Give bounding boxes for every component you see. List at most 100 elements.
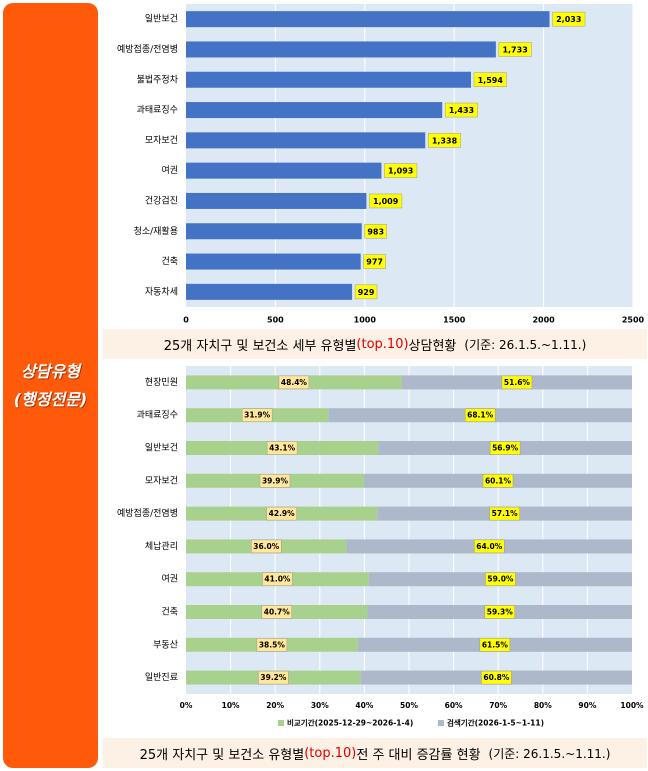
value-label-box	[427, 133, 461, 148]
pct-label-box-curr	[484, 605, 516, 619]
value-label: 977	[366, 258, 383, 267]
pct-label-box-curr	[489, 506, 520, 521]
pct-label-prev: 39.9%	[262, 476, 289, 485]
pct-label-box-prev	[256, 638, 288, 652]
pct-label-box-prev	[258, 670, 289, 685]
value-label: 1,009	[373, 197, 399, 206]
value-label: 2,033	[556, 15, 581, 24]
bottom-chart-caption: 25개 자치구 및 보건소 유형별 (top.10) 전 주 대비 증감률 현황 (…	[103, 738, 647, 768]
category-label-bottom: 일반보건	[145, 443, 178, 454]
category-label-top: 불법주정차	[137, 73, 179, 85]
section-label-line2: (행정전문)	[13, 389, 88, 409]
pct-label-curr: 57.1%	[492, 509, 519, 518]
pct-label-prev: 41.0%	[264, 575, 291, 584]
x-tick-label-bottom: 0%	[180, 701, 193, 710]
value-label: 1,433	[449, 106, 474, 115]
pct-label-box-curr	[482, 474, 514, 488]
pct-label-box-prev	[261, 605, 293, 619]
pct-label-curr: 68.1%	[467, 411, 494, 420]
value-label-box	[498, 42, 532, 57]
value-label-box	[364, 224, 387, 239]
x-tick-label-top: 2500	[622, 316, 645, 325]
top-caption-highlight: (top.10)	[356, 336, 409, 352]
pct-label-prev: 42.9%	[269, 509, 296, 518]
bar	[186, 253, 361, 270]
bar	[186, 71, 472, 88]
bar	[186, 162, 382, 179]
pct-label-box-prev	[266, 441, 298, 455]
value-label-box	[369, 193, 403, 209]
value-label: 1,338	[432, 136, 458, 145]
bar	[186, 11, 550, 28]
value-label: 1,093	[388, 167, 413, 176]
pct-label-box-curr	[481, 670, 512, 685]
pct-label-box-prev	[266, 506, 297, 521]
bottom-caption-basis: (기준: 26.1.5.~1.11.)	[488, 746, 611, 761]
pct-label-box-prev	[278, 375, 310, 390]
pct-label-curr: 59.3%	[487, 608, 514, 617]
x-tick-label-bottom: 10%	[222, 701, 240, 710]
category-label-bottom: 부동산	[153, 639, 178, 650]
pct-label-curr: 60.1%	[485, 476, 512, 485]
category-label-bottom: 현장민원	[145, 377, 178, 388]
x-tick-label-top: 500	[267, 316, 284, 325]
pct-label-curr: 51.6%	[504, 378, 531, 387]
category-label-top: 자동차세	[145, 285, 178, 297]
x-tick-label-bottom: 100%	[620, 701, 644, 710]
value-label-box	[354, 284, 378, 300]
pct-label-box-prev	[241, 408, 273, 422]
pct-label-curr: 59.0%	[487, 575, 514, 584]
legend-label-curr: 검색기간(2026-1-5~1-11)	[447, 718, 544, 728]
pct-label-curr: 60.8%	[483, 673, 510, 682]
pct-label-prev: 48.4%	[281, 378, 308, 387]
category-label-top: 과태료징수	[137, 105, 178, 116]
pct-label-box-curr	[479, 638, 511, 652]
bar	[186, 192, 367, 209]
value-label-box	[384, 163, 418, 178]
value-label: 983	[367, 227, 384, 236]
pct-label-curr: 61.5%	[482, 640, 509, 649]
pct-label-box-prev	[259, 474, 291, 488]
category-label-top: 일반보건	[145, 14, 178, 25]
bar	[186, 283, 353, 300]
category-label-top: 여권	[161, 164, 178, 176]
pct-label-prev: 43.1%	[269, 444, 296, 453]
value-label: 1,594	[478, 76, 504, 85]
x-tick-label-bottom: 20%	[266, 701, 284, 710]
legend-label-prev: 비교기간(2025-12-29~2026-1-4)	[287, 718, 413, 728]
pct-label-prev: 36.0%	[253, 542, 280, 551]
category-label-top: 모자보건	[145, 135, 178, 146]
bar	[186, 102, 443, 119]
value-label-box	[552, 11, 586, 27]
pct-label-prev: 39.2%	[260, 673, 287, 682]
x-tick-label-top: 0	[183, 316, 189, 325]
category-label-bottom: 모자보건	[145, 475, 178, 486]
legend-swatch-prev	[278, 720, 284, 726]
x-tick-label-top: 2000	[532, 316, 555, 325]
category-label-top: 건축	[161, 256, 178, 267]
bottom-caption-highlight: (top.10)	[304, 745, 357, 761]
bar	[186, 132, 426, 149]
legend-swatch-curr	[438, 720, 444, 726]
value-label: 929	[358, 288, 375, 297]
x-tick-label-top: 1500	[443, 316, 466, 325]
x-tick-label-bottom: 70%	[489, 701, 507, 710]
pct-label-box-prev	[262, 572, 293, 586]
pct-label-prev: 31.9%	[244, 411, 271, 420]
category-label-top: 예방접종/전염병	[117, 43, 178, 55]
bar	[186, 223, 362, 240]
x-tick-label-bottom: 80%	[534, 701, 552, 710]
x-tick-label-bottom: 40%	[355, 701, 373, 710]
top-chart-caption: 25개 자치구 및 보건소 세부 유형별 (top.10) 상담현황 (기준: 26…	[103, 329, 647, 359]
pct-label-box-prev	[251, 539, 282, 554]
category-label-top: 청소/재활용	[134, 225, 178, 237]
pct-label-prev: 40.7%	[264, 608, 291, 617]
category-label-top: 건강검진	[145, 194, 178, 206]
pct-label-box-curr	[489, 441, 521, 455]
pct-label-box-curr	[485, 572, 516, 586]
category-label-bottom: 일반진료	[145, 672, 178, 683]
top-caption-basis: (기준: 26.1.5.~1.11.)	[464, 337, 587, 352]
value-label-box	[473, 72, 507, 87]
pct-label-curr: 64.0%	[476, 542, 503, 551]
section-label-line1: 상담유형	[21, 361, 80, 381]
